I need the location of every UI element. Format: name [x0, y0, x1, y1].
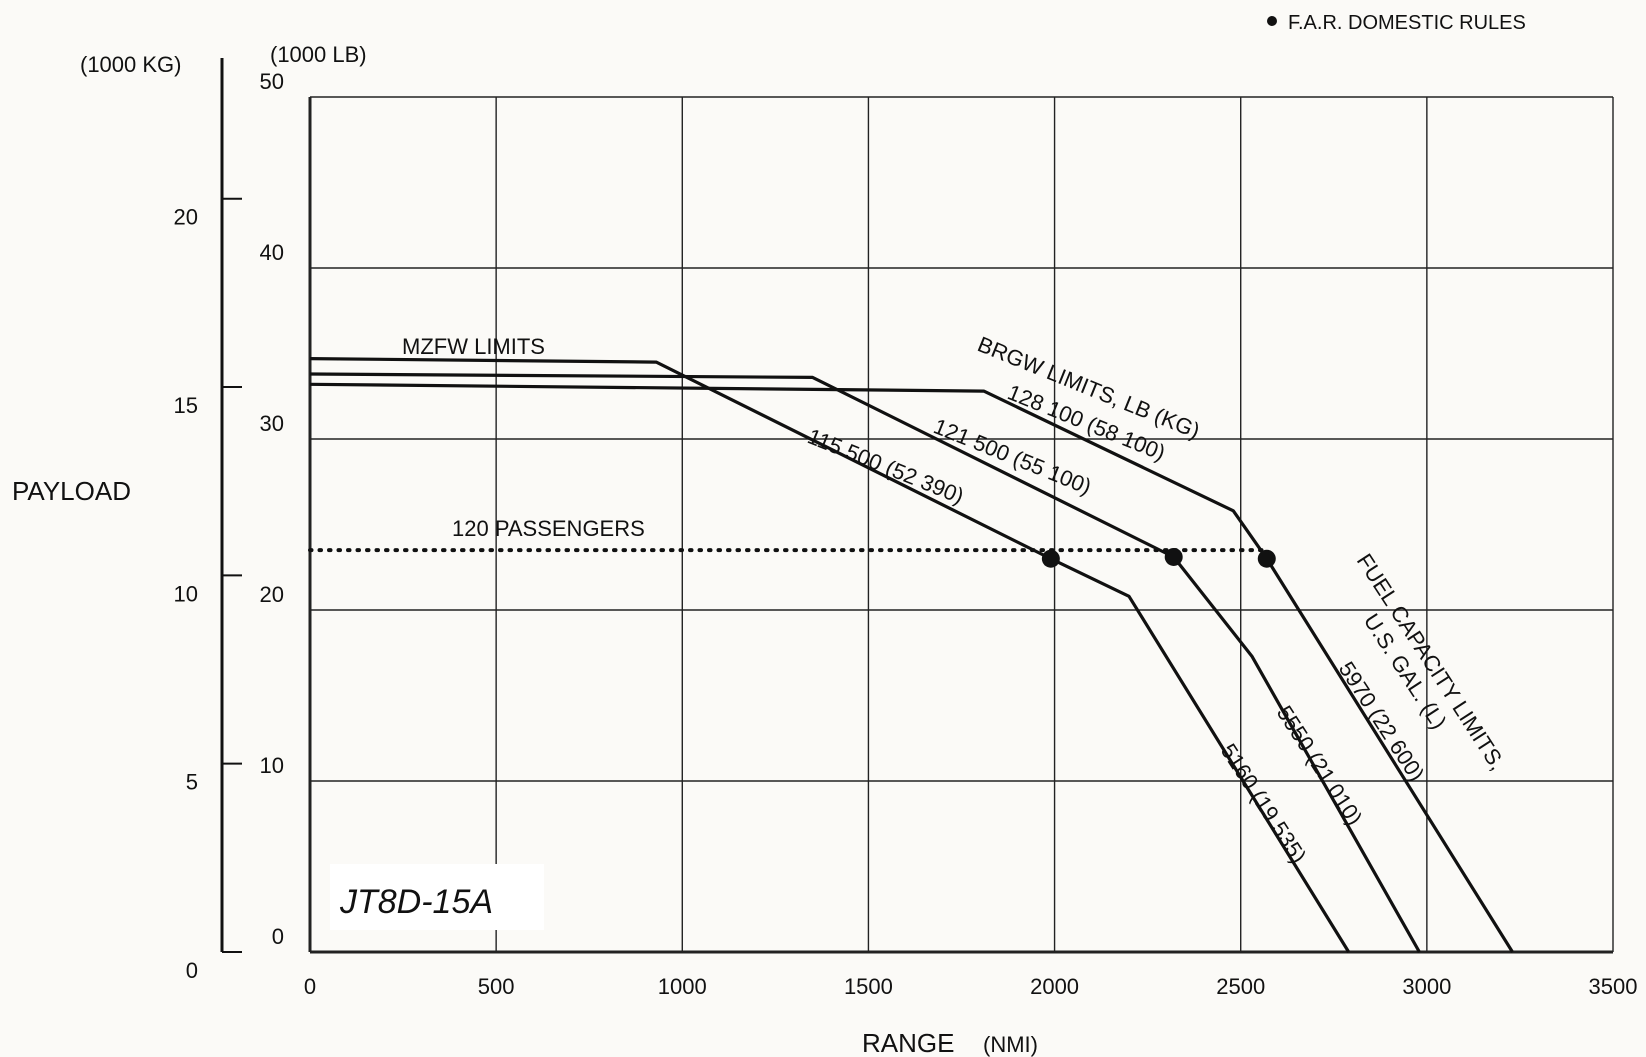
y2-unit-label: (1000 KG)	[80, 52, 182, 77]
y2-tick-label: 20	[174, 205, 198, 230]
x-tick-label: 2000	[1030, 974, 1079, 999]
fuel-limits-title: FUEL CAPACITY LIMITS,	[1352, 549, 1511, 775]
series-line-3	[309, 382, 1514, 953]
passenger-limit-point	[1257, 549, 1276, 568]
ticks: 0 500 1000 1500 2000 2500 3000 3500010203040500…	[174, 69, 1638, 999]
series-lines	[308, 357, 1514, 953]
passenger-limit-point	[1164, 547, 1183, 566]
y2-tick-label: 15	[174, 393, 198, 418]
x-axis-title: RANGE	[862, 1028, 954, 1057]
x-tick-label: 500	[478, 974, 515, 999]
fuel-5550: 5550 (21 010)	[1272, 701, 1368, 830]
y-tick-label: 40	[260, 240, 284, 265]
y-axis-title: PAYLOAD	[12, 476, 131, 506]
y-tick-label: 10	[260, 753, 284, 778]
y-tick-label: 50	[260, 69, 284, 94]
x-tick-label: 3500	[1589, 974, 1638, 999]
x-tick-label: 0	[304, 974, 316, 999]
markers	[1041, 547, 1276, 568]
legend-note: F.A.R. DOMESTIC RULES	[1288, 12, 1526, 34]
model-label-box	[330, 864, 544, 930]
y2-tick-label: 0	[186, 958, 198, 983]
x-axis-unit: (NMI)	[983, 1032, 1038, 1057]
y2-tick-label: 5	[186, 770, 198, 795]
y-tick-label: 0	[272, 924, 284, 949]
model-label: JT8D-15A	[339, 883, 493, 921]
fuel-5160: 5160 (19 535)	[1216, 739, 1312, 868]
y-tick-label: 30	[260, 411, 284, 436]
x-tick-label: 3000	[1402, 974, 1451, 999]
passenger-limit-point	[1041, 549, 1060, 568]
y-tick-label: 20	[260, 582, 284, 607]
y-unit-label: (1000 LB)	[270, 42, 367, 67]
legend-bullet	[1267, 16, 1277, 26]
mzfw-label: MZFW LIMITS	[402, 334, 545, 359]
y2-tick-label: 10	[174, 581, 198, 606]
grid	[308, 96, 1614, 954]
x-tick-label: 1500	[844, 974, 893, 999]
x-tick-label: 1000	[658, 974, 707, 999]
x-tick-label: 2500	[1216, 974, 1265, 999]
passengers-label: 120 PASSENGERS	[452, 516, 645, 541]
